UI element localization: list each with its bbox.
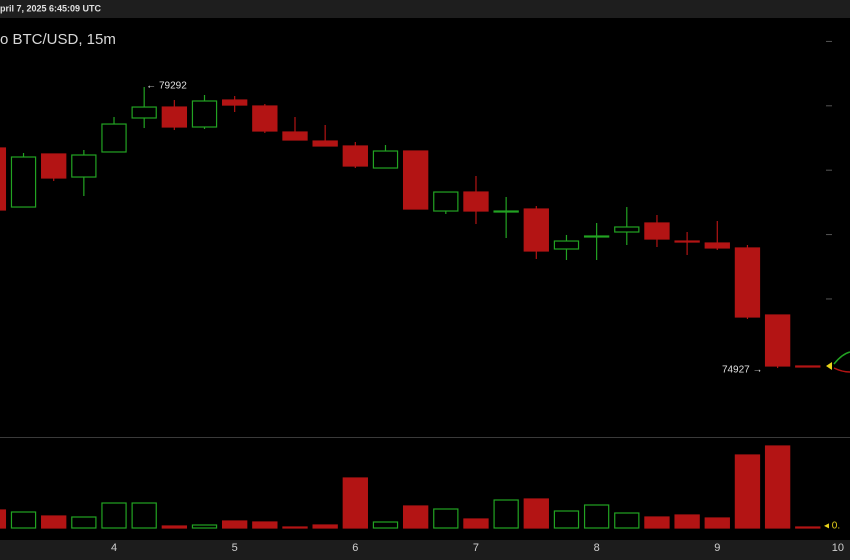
candle-body [252, 105, 278, 132]
candle-body [674, 240, 700, 243]
volume-bar [704, 517, 730, 529]
volume-bar [161, 525, 188, 529]
volume-bar [222, 520, 248, 529]
candle-body [71, 154, 97, 178]
candle-body [433, 191, 459, 212]
indicator-curve [833, 351, 850, 365]
volume-bar [10, 511, 37, 529]
volume-bar [493, 499, 519, 529]
volume-bar [795, 526, 821, 529]
volume-bar [191, 524, 218, 529]
candle-body [463, 191, 489, 212]
x-tick-label: 8 [594, 542, 600, 554]
candle-body [342, 145, 368, 167]
candle-body [191, 100, 218, 128]
low-label: 74927 → [722, 365, 763, 376]
candle-body [734, 247, 761, 318]
indicator-curve [833, 367, 850, 373]
volume-bar [282, 526, 308, 529]
volume-bar [674, 514, 700, 529]
volume-bar [463, 518, 489, 529]
chart-title: o BTC/USD, 15m [0, 31, 116, 48]
volume-bar [644, 516, 670, 529]
candle-body [101, 123, 127, 153]
candle-body [493, 210, 519, 213]
candle-body [222, 99, 248, 106]
candle-body [282, 131, 308, 141]
date-label: pril 7, 2025 6:45:09 UTC [0, 3, 102, 13]
candle-body [131, 106, 157, 119]
candle-body [312, 140, 338, 147]
candle-body [372, 150, 399, 169]
volume-bar [614, 512, 640, 529]
volume-last-label: ◂ 0. [824, 521, 840, 532]
x-tick-label: 7 [473, 542, 479, 554]
x-tick-label: 9 [714, 542, 720, 554]
volume-bar [71, 516, 97, 529]
candle-body [764, 314, 791, 367]
candle-body [553, 240, 580, 250]
candle-body [644, 222, 670, 240]
volume-bar [101, 502, 127, 529]
high-label: ← 79292 [146, 81, 187, 92]
volume-bar [0, 509, 7, 529]
volume-bar [523, 498, 549, 529]
volume-bar [553, 510, 580, 529]
x-tick-label: 4 [111, 542, 117, 554]
candle-body [583, 235, 610, 238]
candle-body [614, 226, 640, 233]
x-tick-label: 5 [232, 542, 238, 554]
x-tick-label: 6 [352, 542, 358, 554]
volume-bar [734, 454, 761, 529]
candle-body [41, 153, 67, 179]
top-bar [0, 0, 850, 18]
x-tick-label: 10 [832, 542, 844, 554]
last-price-marker [826, 362, 832, 370]
volume-bar [372, 521, 399, 529]
candle-body [795, 365, 821, 368]
candle-body [704, 242, 730, 249]
candle-body [161, 106, 188, 128]
volume-bar [433, 508, 459, 529]
volume-bar [312, 524, 338, 529]
volume-bar [402, 505, 429, 529]
volume-bar [131, 502, 157, 529]
candle-body [0, 147, 7, 211]
candle-body [523, 208, 549, 252]
volume-bar [252, 521, 278, 529]
time-axis-bar [0, 540, 850, 560]
volume-bar [342, 477, 368, 529]
volume-bar [583, 504, 610, 529]
volume-bar [41, 515, 67, 529]
candle-body [402, 150, 429, 210]
volume-bar [764, 445, 791, 529]
candle-body [10, 156, 37, 208]
